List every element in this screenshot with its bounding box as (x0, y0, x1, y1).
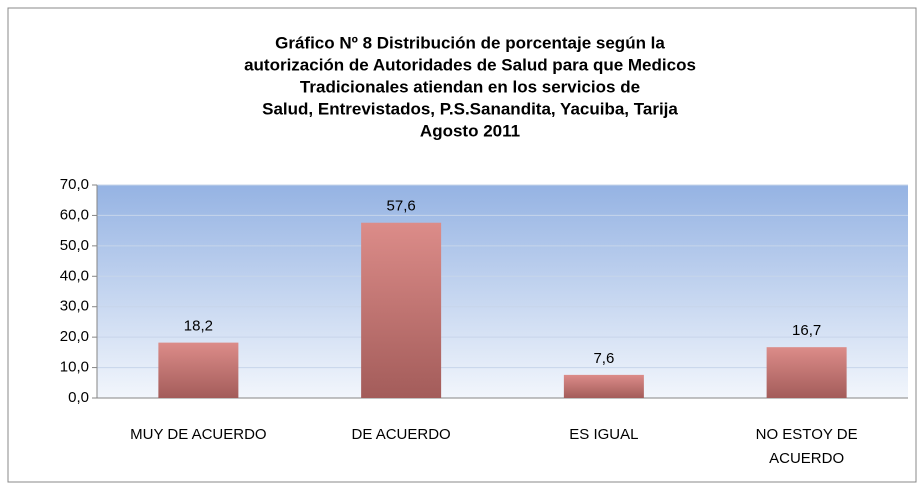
data-label: 18,2 (184, 318, 213, 335)
y-tick-label: 10,0 (60, 359, 89, 376)
bar (158, 342, 239, 398)
bar (563, 374, 644, 398)
data-label: 16,7 (792, 322, 821, 339)
y-tick-label: 70,0 (60, 176, 89, 193)
chart-title: Gráfico Nº 8 Distribución de porcentaje … (275, 33, 665, 52)
y-tick-label: 60,0 (60, 206, 89, 223)
y-tick-label: 20,0 (60, 328, 89, 345)
chart-title: autorización de Autoridades de Salud par… (244, 55, 696, 74)
data-label: 57,6 (387, 198, 416, 215)
x-tick-label: ES IGUAL (569, 426, 639, 443)
y-tick-label: 40,0 (60, 267, 89, 284)
bar (361, 222, 442, 398)
bar (766, 347, 847, 398)
chart-title: Agosto 2011 (420, 121, 520, 140)
data-label: 7,6 (593, 350, 614, 367)
x-tick-label: DE ACUERDO (351, 426, 451, 443)
y-tick-label: 50,0 (60, 237, 89, 254)
x-tick-label: MUY DE ACUERDO (130, 426, 267, 443)
y-tick-label: 0,0 (68, 389, 89, 406)
x-tick-label: NO ESTOY DE ACUERDO (755, 426, 858, 467)
chart-title: Salud, Entrevistados, P.S.Sanandita, Yac… (262, 99, 678, 118)
y-tick-label: 30,0 (60, 298, 89, 315)
chart-title: Tradicionales atiendan en los servicios … (300, 77, 640, 96)
